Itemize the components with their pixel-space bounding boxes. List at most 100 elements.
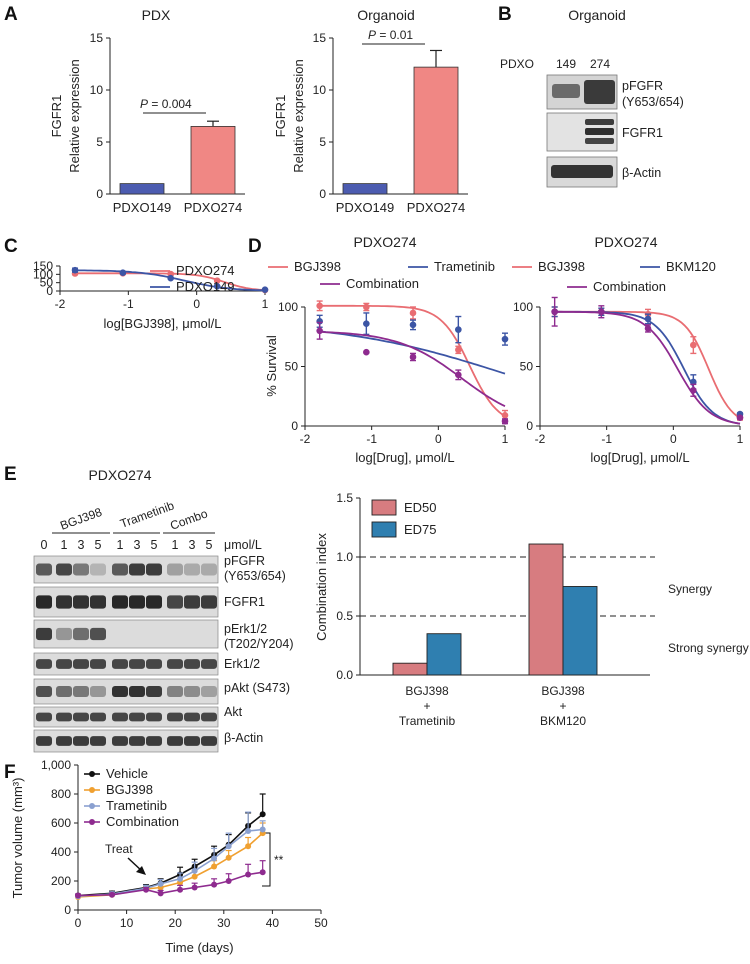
pvalue-rest-organoid: = 0.01 <box>376 28 413 42</box>
bar-pdxo274 <box>190 126 236 195</box>
data-point <box>177 886 184 893</box>
bar-ed75 <box>562 586 598 676</box>
panel-b-pdxo-label: PDXO <box>500 57 534 71</box>
blot-band <box>201 595 217 609</box>
panel-a-pdx-ylabel1: FGFR1 <box>49 95 64 138</box>
data-point <box>211 881 218 888</box>
blot-band <box>90 712 106 722</box>
lane-label: 0 <box>41 538 48 552</box>
blot-band <box>184 712 200 722</box>
x-tick-label: 10 <box>120 916 134 930</box>
panel-e-band-pfgfr-site: (Y653/654) <box>224 569 286 583</box>
panel-e-band-perk: pErk1/2 <box>224 622 267 636</box>
x-axis-title: log[BGJ398], μmol/L <box>103 316 221 331</box>
panel-e-group-bgj398: BGJ398 <box>58 505 104 533</box>
ci-cat1-line3: Trametinib <box>399 714 456 728</box>
data-point <box>213 277 221 284</box>
lane-label: 3 <box>134 538 141 552</box>
legend-label: Combination <box>593 279 666 294</box>
data-point <box>261 286 269 293</box>
y-tick-label: 600 <box>51 816 71 830</box>
data-point <box>143 886 150 893</box>
panel-d-right-title: PDXO274 <box>594 234 657 250</box>
blot-band <box>73 712 89 722</box>
panel-a-pdx-pvalue: P = 0.004 <box>140 97 192 111</box>
data-point <box>551 308 558 316</box>
blot-band <box>129 627 145 641</box>
y-tick-label: 0.0 <box>336 668 353 682</box>
data-point <box>177 875 184 882</box>
blot-band <box>129 736 145 746</box>
legend-label: PDXO149 <box>176 279 235 294</box>
lane-label: 1 <box>172 538 179 552</box>
panel-e-band-pakt: pAkt (S473) <box>224 681 290 695</box>
blot-band <box>129 595 145 609</box>
data-point <box>409 309 417 317</box>
blot-band <box>90 627 106 641</box>
x-axis-title: log[Drug], μmol/L <box>355 450 454 465</box>
y-tick-label: 800 <box>51 787 71 801</box>
y-tick-label: 50 <box>520 360 534 374</box>
ci-cat1-line2: + <box>423 699 430 713</box>
data-point <box>455 371 462 379</box>
blot-band <box>167 563 183 576</box>
panel-letter-e: E <box>4 464 17 485</box>
data-point <box>501 335 509 343</box>
blot-band <box>201 686 217 697</box>
data-point <box>211 855 218 862</box>
data-point <box>225 854 232 861</box>
legend-marker <box>89 819 95 825</box>
data-point <box>211 863 218 870</box>
panel-f-treat-arrow-head <box>136 866 146 875</box>
y-axis-title: % Survival <box>264 335 279 397</box>
panel-b-title: Organoid <box>568 7 626 23</box>
blot-band <box>146 627 162 641</box>
legend-label: ED75 <box>404 522 437 537</box>
y-tick-label: 1.0 <box>336 550 353 564</box>
blot-band <box>112 712 128 722</box>
data-point <box>316 327 323 335</box>
data-point <box>455 326 462 333</box>
legend-swatch <box>371 521 397 538</box>
chart-d-right: 0 50 100 -2 -1 0 1 log[Drug], μmol/L BGJ398 BKM12… <box>512 259 744 465</box>
x-tick-label: 1 <box>502 432 509 446</box>
y-tick-label: 0 <box>526 419 533 433</box>
bar-pdxo274 <box>413 66 459 195</box>
panel-e-title: PDXO274 <box>88 467 151 483</box>
blot-band <box>73 736 89 746</box>
y-axis-title: Combination index <box>314 533 329 641</box>
legend-label: Trametinib <box>434 259 495 274</box>
pvalue-p-organoid: P <box>368 28 376 42</box>
blot-band <box>129 563 145 576</box>
x-tick-label: -1 <box>366 432 377 446</box>
y-tick-label: 15 <box>313 31 327 45</box>
x-axis-title: log[Drug], μmol/L <box>590 450 689 465</box>
blot-band <box>129 686 145 697</box>
lane-label: 3 <box>78 538 85 552</box>
panel-a-pdx-ylabel2: Relative expression <box>67 59 82 172</box>
x-tick-label: 1 <box>737 432 744 446</box>
x-tick-label: -2 <box>535 432 546 446</box>
x-tick-label: 0 <box>75 916 82 930</box>
blot-band <box>112 736 128 746</box>
blot-band <box>36 659 52 669</box>
x-tick-label: -1 <box>601 432 612 446</box>
blot-band <box>201 627 217 641</box>
blot-band <box>184 659 200 669</box>
y-tick-label: 1,000 <box>41 758 71 772</box>
blot-band <box>73 659 89 669</box>
panel-b-blot-pfgfr <box>546 74 618 110</box>
panel-e-group-trametinib: Trametinib <box>118 498 176 531</box>
blot-band <box>56 563 72 576</box>
pvalue-p-pdx: P <box>140 97 148 111</box>
panel-letter-a: A <box>4 4 18 25</box>
data-point <box>225 843 232 850</box>
lane-label: 1 <box>61 538 68 552</box>
blot-band <box>112 659 128 669</box>
data-point <box>75 892 81 899</box>
data-point <box>363 303 370 311</box>
legend-label: BGJ398 <box>294 259 341 274</box>
panel-e-unit: μmol/L <box>224 538 262 552</box>
data-point <box>71 266 79 274</box>
